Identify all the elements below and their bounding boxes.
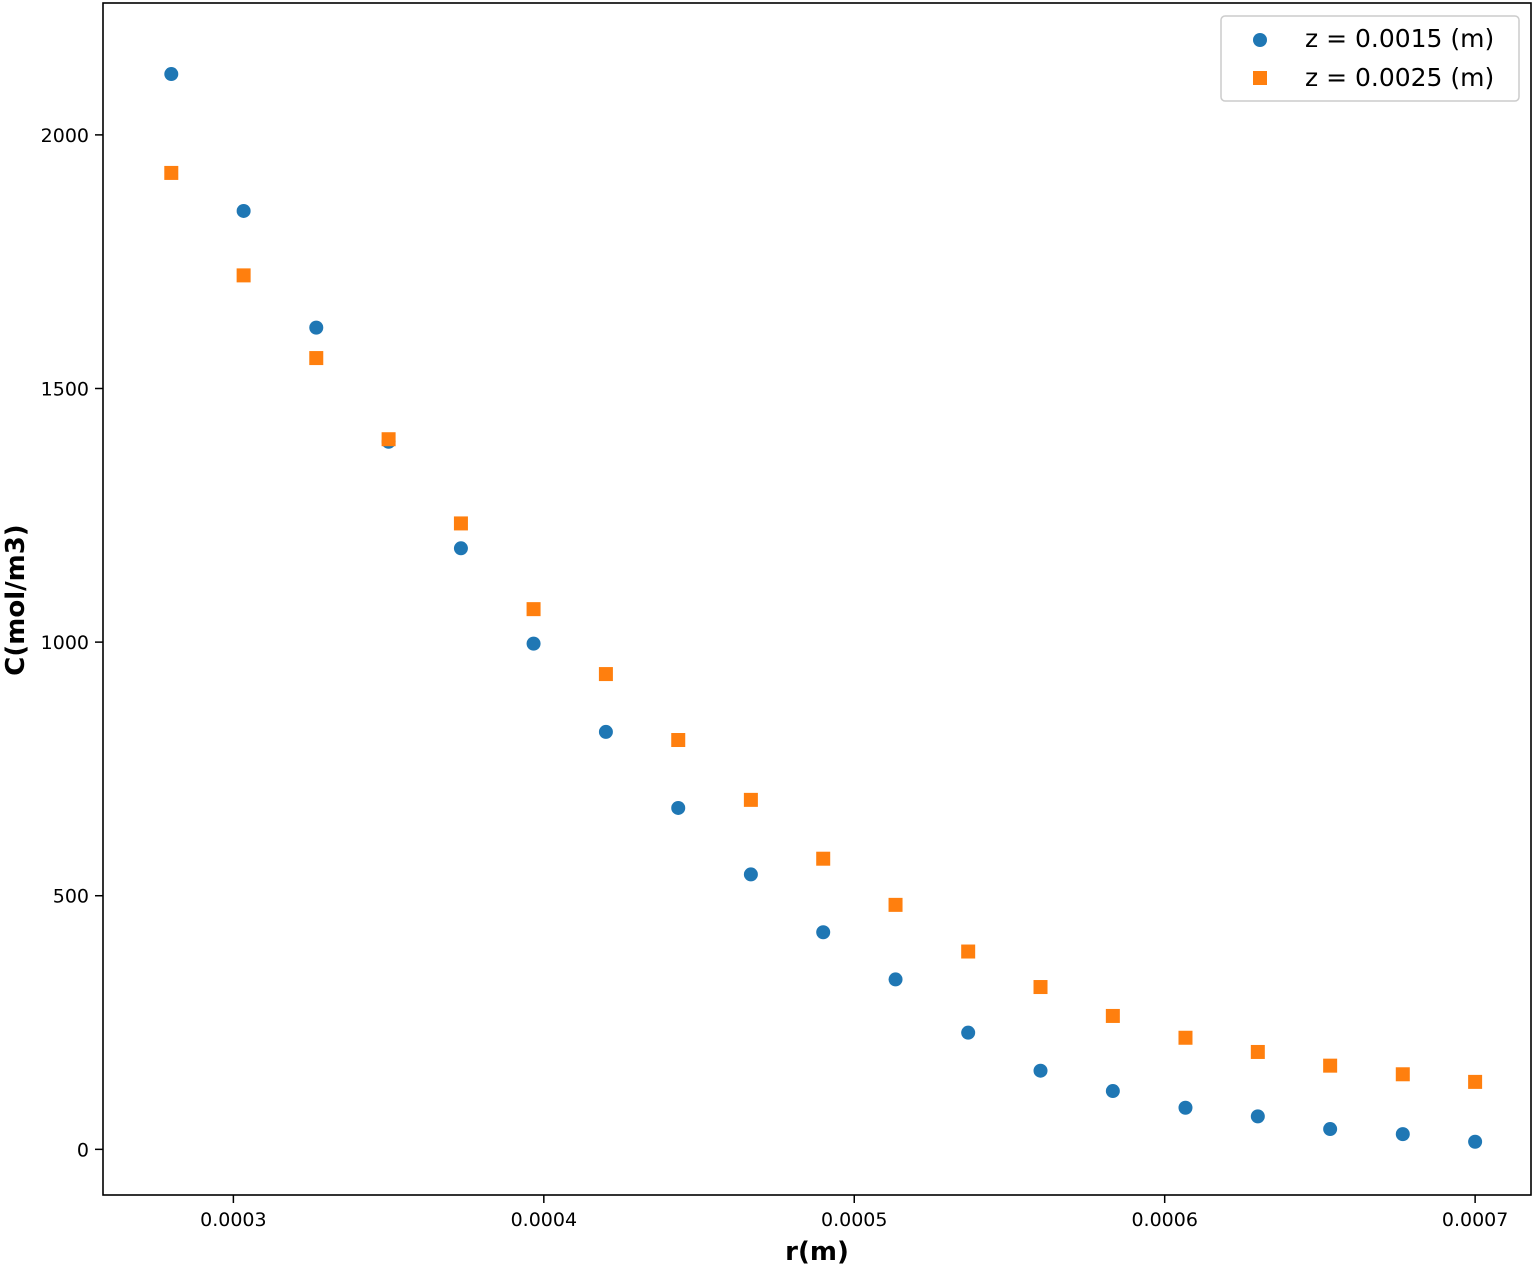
data-point-series-1 — [1178, 1100, 1193, 1115]
data-point-series-1 — [236, 203, 251, 218]
y-axis-label: C(mol/m3) — [1, 524, 31, 675]
y-tick-label: 0 — [77, 1139, 89, 1161]
data-point-series-1 — [671, 800, 686, 815]
legend-marker-series-1 — [1253, 33, 1267, 47]
data-point-series-2 — [743, 792, 758, 807]
data-point-series-1 — [1250, 1109, 1265, 1124]
data-point-series-1 — [164, 67, 179, 82]
x-axis-label: r(m) — [785, 1237, 849, 1266]
data-point-series-1 — [309, 320, 324, 335]
data-point-series-2 — [1250, 1044, 1265, 1059]
data-point-series-2 — [1323, 1058, 1338, 1073]
data-point-series-2 — [816, 851, 831, 866]
x-tick-label: 0.0005 — [821, 1209, 887, 1231]
data-point-series-2 — [961, 944, 976, 959]
y-tick-label: 500 — [53, 886, 89, 908]
legend-label-series-2: z = 0.0025 (m) — [1305, 63, 1494, 92]
x-axis-ticks: 0.0003 0.0004 0.0005 0.0006 0.0007 — [200, 1195, 1508, 1231]
data-point-series-2 — [1178, 1030, 1193, 1045]
data-point-series-2 — [1395, 1067, 1410, 1082]
data-point-series-1 — [1323, 1122, 1338, 1137]
x-tick-label: 0.0004 — [511, 1209, 577, 1231]
data-point-series-2 — [1033, 980, 1048, 995]
data-point-series-2 — [236, 268, 251, 283]
plot-area-frame — [102, 2, 1532, 1196]
data-point-series-1 — [743, 867, 758, 882]
y-tick-label: 1500 — [41, 378, 89, 400]
data-point-series-1 — [453, 541, 468, 556]
data-point-series-2 — [888, 897, 903, 912]
x-tick-label: 0.0007 — [1442, 1209, 1508, 1231]
x-tick-label: 0.0003 — [200, 1209, 266, 1231]
data-point-series-1 — [1395, 1127, 1410, 1142]
data-point-series-1 — [598, 724, 613, 739]
data-point-series-1 — [526, 636, 541, 651]
data-points — [164, 67, 1483, 1149]
data-point-series-2 — [164, 165, 179, 180]
data-point-series-2 — [453, 516, 468, 531]
data-point-series-1 — [1105, 1084, 1120, 1099]
data-point-series-2 — [671, 733, 686, 748]
data-point-series-2 — [381, 432, 396, 447]
data-point-series-1 — [888, 972, 903, 987]
y-tick-label: 2000 — [41, 125, 89, 147]
data-point-series-1 — [1033, 1063, 1048, 1078]
legend: z = 0.0015 (m) z = 0.0025 (m) — [1220, 15, 1520, 102]
data-point-series-1 — [961, 1025, 976, 1040]
y-axis-ticks: 0 500 1000 1500 2000 — [41, 125, 103, 1161]
data-point-series-1 — [816, 925, 831, 940]
y-tick-label: 1000 — [41, 632, 89, 654]
data-point-series-2 — [1105, 1008, 1120, 1023]
x-tick-label: 0.0006 — [1131, 1209, 1197, 1231]
data-point-series-2 — [309, 351, 324, 366]
data-point-series-2 — [526, 602, 541, 617]
legend-label-series-1: z = 0.0015 (m) — [1305, 24, 1494, 53]
data-point-series-2 — [1468, 1074, 1483, 1089]
data-point-series-2 — [598, 667, 613, 682]
data-point-series-1 — [1468, 1134, 1483, 1149]
legend-marker-series-2 — [1253, 71, 1267, 85]
legend-box — [1220, 15, 1520, 102]
